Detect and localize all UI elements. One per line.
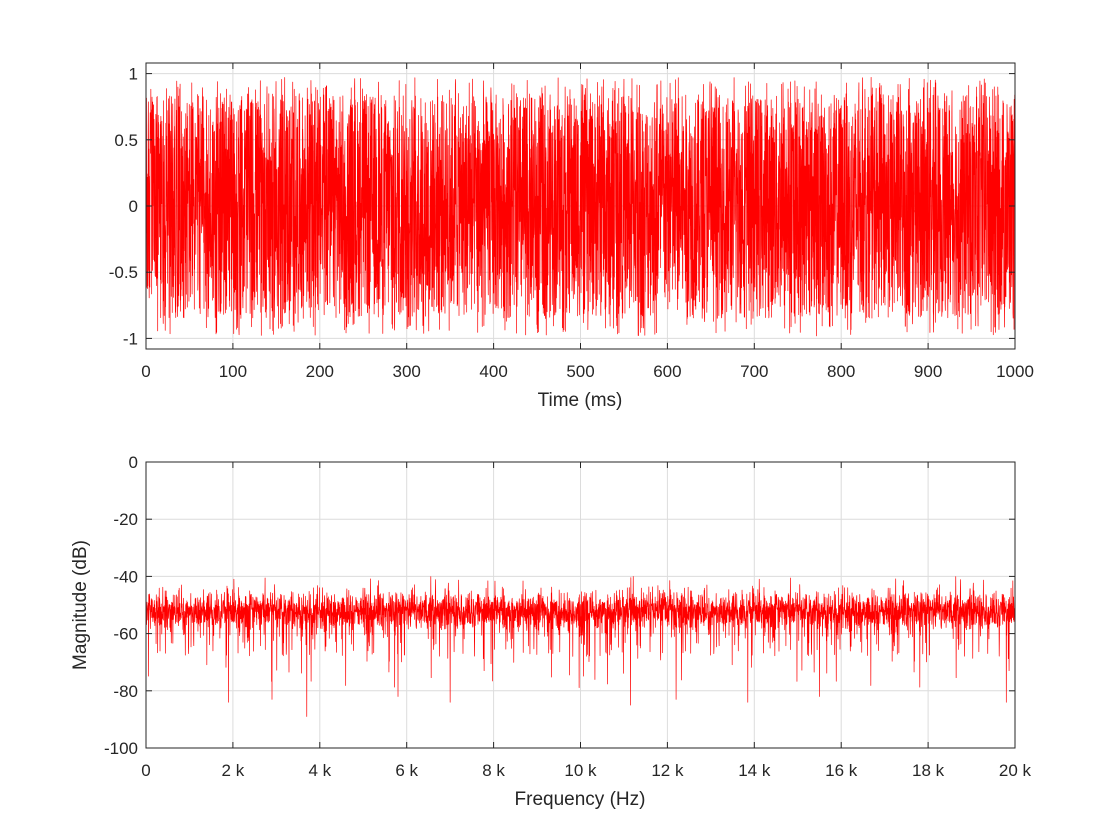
freq-y-tick-label: -40 [113,567,138,586]
time-x-tick-label: 300 [393,362,421,381]
freq-x-tick-label: 16 k [825,761,858,780]
time-signal-trace [145,77,1016,337]
freq-spectrum-trace-group [145,576,1016,717]
freq-y-tick-label: -100 [104,739,138,758]
time-y-tick-label: -0.5 [109,263,138,282]
freq-y-tick-label: -60 [113,625,138,644]
time-x-tick-label: 700 [740,362,768,381]
time-x-tick-label: 800 [827,362,855,381]
time-y-tick-label: -1 [123,329,138,348]
time-x-tick-label: 900 [914,362,942,381]
freq-x-tick-label: 10 k [564,761,597,780]
time-x-tick-label: 600 [653,362,681,381]
freq-y-ticks: 0 -20 -40 -60 -80 -100 [104,453,1015,758]
time-x-tick-label: 0 [141,362,150,381]
freq-x-ticks: 0 2 k 4 k 6 k 8 k 10 k 12 k 14 k 16 k 18 k 20 k [141,462,1032,780]
freq-y-axis-label: Magnitude (dB) [70,540,91,670]
time-x-axis-label: Time (ms) [538,390,623,411]
freq-x-tick-label: 6 k [395,761,418,780]
freq-x-tick-label: 12 k [651,761,684,780]
time-domain-plot: 0 100 200 300 400 500 600 700 800 900 1000 1 0.5 0 -0… [109,62,1034,411]
time-y-ticks: 1 0.5 0 -0.5 -1 [109,65,1015,348]
time-y-tick-label: 0.5 [114,131,138,150]
freq-spectrum-trace [145,576,1016,717]
time-x-tick-label: 500 [566,362,594,381]
time-x-tick-label: 400 [479,362,507,381]
time-x-tick-label: 200 [306,362,334,381]
freq-y-tick-label: 0 [129,453,138,472]
freq-x-tick-label: 0 [141,761,150,780]
time-x-tick-label: 1000 [996,362,1034,381]
freq-x-tick-label: 8 k [482,761,505,780]
time-x-tick-label: 100 [219,362,247,381]
time-y-tick-label: 1 [129,65,138,84]
freq-x-tick-label: 14 k [738,761,771,780]
freq-x-tick-label: 2 k [222,761,245,780]
freq-x-axis-label: Frequency (Hz) [515,789,646,810]
freq-x-tick-label: 4 k [308,761,331,780]
time-signal-trace-group [145,77,1016,337]
freq-x-tick-label: 20 k [999,761,1032,780]
time-x-ticks: 0 100 200 300 400 500 600 700 800 900 1000 [141,63,1034,381]
time-y-tick-label: 0 [129,197,138,216]
freq-y-tick-label: -80 [113,682,138,701]
freq-x-tick-label: 18 k [912,761,945,780]
freq-y-tick-label: -20 [113,510,138,529]
